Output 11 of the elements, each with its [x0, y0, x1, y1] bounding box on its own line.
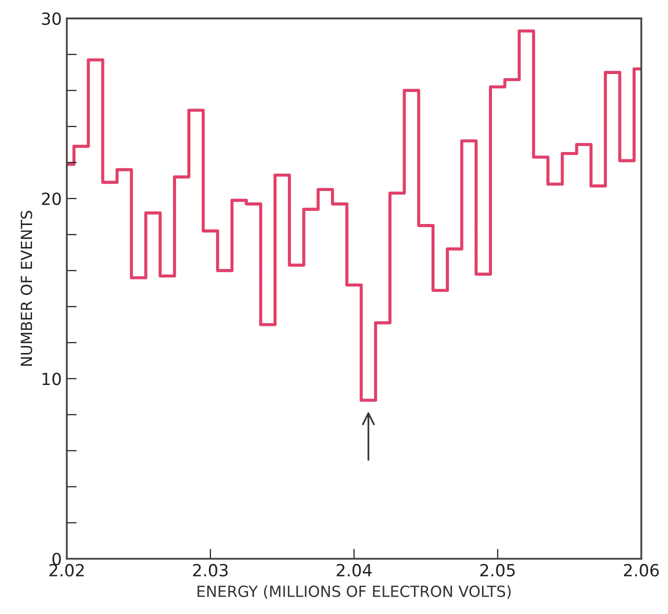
x-tick-label: 2.04 — [336, 564, 372, 576]
x-axis-title: ENERGY (MILLIONS OF ELECTRON VOLTS) — [198, 585, 511, 599]
y-axis-title: NUMBER OF EVENTS — [20, 210, 32, 366]
y-tick-label: 0 — [52, 552, 61, 566]
x-tick-label: 2.06 — [624, 564, 659, 576]
x-tick-label: 2.03 — [193, 564, 228, 576]
x-tick-label: 2.02 — [49, 564, 84, 576]
y-tick-label: 10 — [42, 372, 61, 386]
y-tick-label: 30 — [42, 12, 61, 25]
x-tick-label: 2.05 — [480, 564, 515, 576]
y-tick-label: 20 — [42, 192, 61, 206]
